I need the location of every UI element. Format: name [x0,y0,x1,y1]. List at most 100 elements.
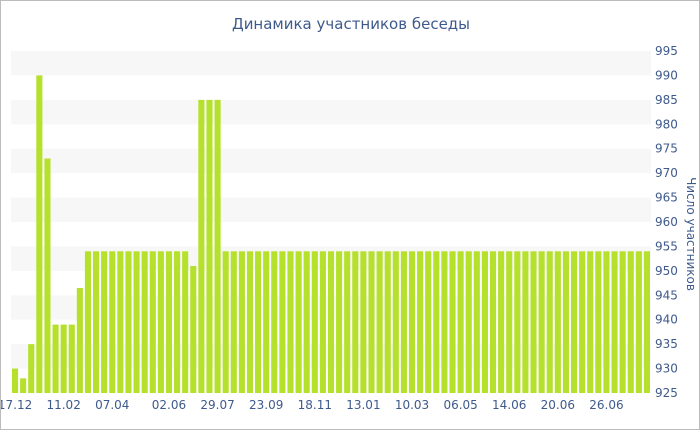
y-axis-label: Число участников [684,177,698,291]
bar[interactable] [546,251,553,393]
bar[interactable] [473,251,480,393]
bar[interactable] [603,251,610,393]
bar[interactable] [28,344,35,393]
bar[interactable] [44,158,51,393]
bar[interactable] [319,251,326,393]
grid-band [11,148,651,174]
bar[interactable] [408,251,416,393]
bar[interactable] [530,251,537,393]
bar[interactable] [279,251,286,393]
grid-band [11,51,651,76]
bar[interactable] [465,251,472,393]
bar[interactable] [149,251,156,393]
bar[interactable] [165,251,173,393]
bar[interactable] [538,251,545,393]
bar[interactable] [174,251,181,393]
bar[interactable] [222,251,229,393]
bar[interactable] [182,251,189,393]
bar[interactable] [433,251,440,393]
y-tick-label: 990 [655,68,678,82]
bar[interactable] [643,251,650,393]
bar[interactable] [206,99,213,394]
bar[interactable] [368,251,375,393]
bar[interactable] [303,251,310,393]
x-tick-label: 06.05 [443,398,477,412]
bar[interactable] [109,251,116,393]
bar[interactable] [522,251,529,393]
bar[interactable] [344,251,351,393]
bar[interactable] [619,251,626,393]
bar[interactable] [327,251,335,393]
bar[interactable] [190,265,197,393]
bar[interactable] [587,251,594,393]
bar[interactable] [611,251,618,393]
bar[interactable] [384,251,391,393]
bar[interactable] [562,251,569,393]
bar[interactable] [441,251,448,393]
bar[interactable] [352,251,359,393]
y-tick-label: 960 [655,215,678,229]
bar[interactable] [52,324,59,393]
bar[interactable] [457,251,464,393]
bar[interactable] [595,251,602,393]
bar[interactable] [125,251,132,393]
bar[interactable] [68,324,75,393]
bar[interactable] [579,251,586,393]
bar[interactable] [76,287,83,393]
bars [12,75,650,394]
bar[interactable] [295,251,302,393]
x-tick-label: 26.06 [589,398,623,412]
bar[interactable] [271,251,278,393]
bar[interactable] [481,251,488,393]
x-tick-label: 18.11 [298,398,332,412]
bar[interactable] [449,251,456,393]
bar[interactable] [417,251,424,393]
bar[interactable] [60,324,67,393]
bar[interactable] [311,251,318,393]
bar[interactable] [157,251,164,393]
y-tick-label: 965 [655,191,678,205]
bar[interactable] [376,251,383,393]
bar[interactable] [554,251,561,393]
bar[interactable] [20,378,27,393]
bar[interactable] [360,251,367,393]
x-tick-label: 11.02 [46,398,80,412]
bar[interactable] [425,251,432,393]
bar[interactable] [238,251,245,393]
y-tick-label: 925 [655,386,678,400]
bar[interactable] [489,251,497,393]
y-tick-label: 955 [655,239,678,253]
bar[interactable] [514,251,521,393]
bar[interactable] [117,251,124,393]
bar[interactable] [263,251,270,393]
bar[interactable] [12,368,19,393]
bar[interactable] [141,251,148,393]
chart-title: Динамика участников беседы [232,15,470,33]
y-tick-label: 985 [655,93,678,107]
bar[interactable] [336,251,343,393]
bar[interactable] [246,251,254,393]
bar[interactable] [627,251,634,393]
bar[interactable] [101,251,108,393]
bar[interactable] [570,251,578,393]
grid-band [11,99,651,125]
y-tick-label: 995 [655,44,678,58]
bar[interactable] [133,251,140,393]
bar[interactable] [287,251,294,393]
bar[interactable] [255,251,262,393]
bar[interactable] [230,251,237,393]
bar[interactable] [400,251,407,393]
y-tick-label: 970 [655,166,678,180]
y-tick-label: 930 [655,362,678,376]
bar[interactable] [93,251,100,393]
bar[interactable] [198,99,205,394]
bar[interactable] [506,251,513,393]
bar[interactable] [392,251,399,393]
x-tick-label: 23.09 [249,398,283,412]
bar[interactable] [635,251,642,393]
bar[interactable] [36,75,43,394]
bar[interactable] [498,251,505,393]
grid-band [11,197,651,222]
bar[interactable] [214,99,221,394]
bar[interactable] [84,251,92,393]
